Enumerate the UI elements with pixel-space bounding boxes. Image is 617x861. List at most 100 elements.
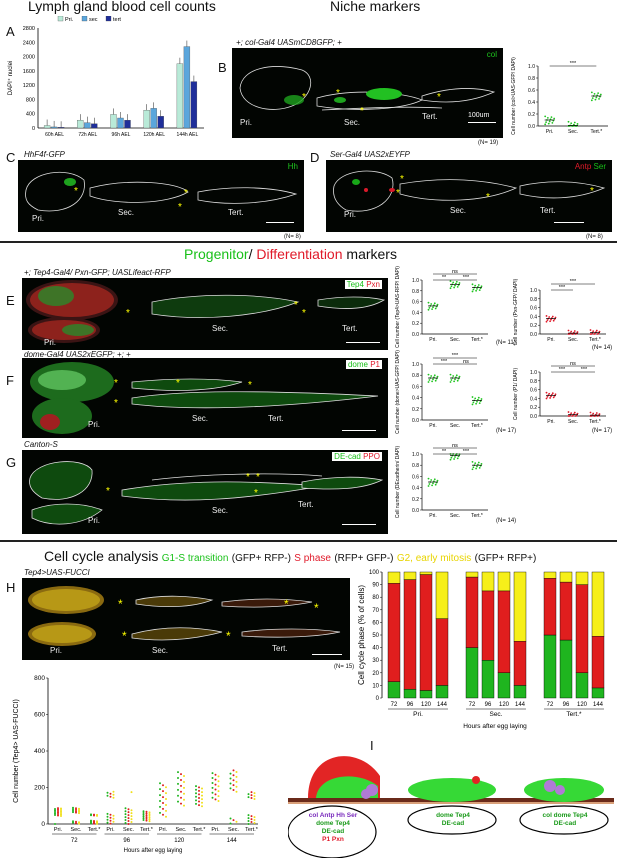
legend-g1: G1-S transition	[161, 553, 229, 564]
x-tick-label: Sec.	[70, 827, 81, 833]
data-point	[595, 412, 598, 414]
data-point	[72, 811, 74, 814]
group-label: Sec.	[489, 711, 502, 718]
stacked-segment	[387, 681, 401, 699]
scale-bar	[468, 122, 496, 123]
data-point	[475, 402, 477, 405]
y-tick-label: 0.8	[412, 373, 419, 379]
data-point	[130, 821, 133, 824]
scale-bar	[346, 342, 380, 343]
data-point	[235, 780, 238, 783]
bar	[183, 46, 191, 129]
panel-letter-d: D	[310, 150, 320, 165]
data-point	[595, 96, 598, 99]
data-point	[162, 807, 164, 810]
data-point	[432, 378, 434, 381]
data-point	[477, 284, 480, 286]
data-point	[162, 813, 164, 816]
panel-letter-i: I	[370, 738, 374, 753]
data-point	[431, 380, 433, 383]
x-tick-label: 60h AEL	[45, 132, 64, 138]
label-tert: Tert.	[342, 324, 358, 333]
stacked-segment	[559, 571, 573, 583]
data-point	[458, 453, 461, 456]
data-point	[142, 817, 145, 820]
data-point	[545, 315, 548, 317]
data-point	[253, 795, 256, 798]
stacked-segment	[497, 672, 511, 699]
data-point	[183, 786, 185, 789]
data-point	[476, 287, 478, 290]
stacked-segment	[513, 641, 527, 686]
data-point	[130, 815, 133, 818]
data-point	[75, 811, 77, 814]
data-point	[78, 812, 80, 815]
data-point	[576, 331, 579, 333]
bar	[84, 122, 91, 129]
data-point	[253, 792, 256, 795]
panel-letter-c: C	[6, 150, 16, 165]
panel-g-genotype: Canton-S	[24, 440, 58, 449]
data-point	[165, 803, 167, 806]
data-point	[145, 816, 148, 819]
data-point	[198, 804, 200, 807]
data-point	[201, 794, 203, 797]
svg-text:*: *	[248, 380, 252, 391]
svg-text:*: *	[254, 488, 258, 499]
data-point	[551, 315, 554, 318]
svg-text:*: *	[114, 378, 118, 389]
panel-d-genotype: Ser-Gal4 UAS2xEYFP	[330, 150, 410, 159]
y-tick-label: 1600	[23, 69, 35, 75]
x-tick-label: 96	[563, 702, 570, 708]
panel-g-n: (N= 14)	[496, 518, 517, 524]
data-point	[54, 809, 56, 812]
data-point	[554, 393, 557, 396]
label-sec: Sec.	[450, 206, 467, 215]
significance-label: ns	[463, 359, 469, 365]
x-tick-label: Tert.*	[193, 827, 207, 833]
svg-text:*: *	[122, 629, 127, 643]
data-point	[471, 460, 474, 463]
data-point	[145, 819, 148, 822]
label-sec: Sec.	[192, 414, 209, 423]
data-point	[590, 99, 593, 102]
data-point	[427, 301, 430, 304]
bar	[43, 125, 51, 129]
data-point	[78, 810, 80, 813]
stacked-segment	[465, 576, 479, 648]
x-tick-label: Sec.	[568, 337, 578, 343]
panel-b-dot-plot: 0.0 0.2 0.4 0.6 0.8 1.0 Cell number (col>UAS-G…	[511, 57, 608, 135]
data-point	[476, 465, 478, 468]
data-point	[142, 815, 145, 818]
panel-e-pxn-dot-plot: 0.0 0.2 0.4 0.6 0.8 1.0 Cell number (Pxn-GFP/ …	[513, 278, 606, 345]
data-point	[432, 482, 434, 485]
data-point	[573, 411, 576, 414]
data-point	[177, 771, 179, 774]
panel-d-n: (N= 8)	[586, 234, 603, 240]
data-point	[57, 812, 59, 815]
panel-d-micrograph: * * * * Antp Ser Pri. Sec. Tert.	[326, 160, 612, 232]
data-point	[217, 785, 220, 788]
label-sec: Sec.	[212, 324, 229, 333]
panel-f-n1: (N= 17)	[496, 428, 517, 434]
y-axis-label: Cell number (col>UAS-GFP/ DAPI)	[511, 57, 517, 135]
significance-label: ns	[452, 269, 458, 275]
data-point	[162, 784, 164, 787]
data-point	[480, 398, 483, 400]
data-point	[472, 288, 475, 291]
data-point	[78, 809, 80, 812]
data-point	[145, 812, 148, 815]
panel-f-genotype: dome-Gal4 UAS2xEGFP; +; +	[24, 350, 131, 359]
data-point	[232, 769, 235, 772]
data-point	[112, 790, 115, 793]
panel-f-n2: (N= 17)	[592, 428, 613, 434]
data-point	[217, 780, 220, 783]
data-point	[472, 401, 475, 404]
x-tick-label: Sec.	[568, 419, 578, 425]
x-tick-label: 72h AEL	[78, 132, 97, 138]
svg-text:*: *	[74, 186, 78, 197]
stacked-segment	[591, 687, 605, 699]
y-tick-label: 0.4	[412, 396, 419, 402]
y-tick-label: 1.0	[528, 64, 535, 70]
data-point	[72, 820, 74, 823]
